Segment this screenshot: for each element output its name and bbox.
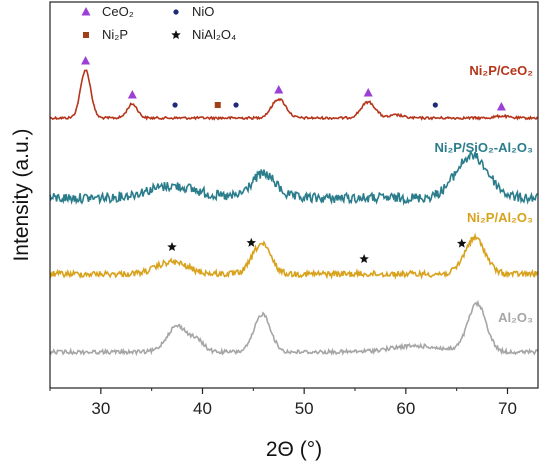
x-tick-label: 50 xyxy=(295,399,314,418)
peak-marker-circle-icon xyxy=(172,102,178,108)
x-axis: 30 40 50 60 70 xyxy=(49,388,517,418)
peak-marker-triangle-icon xyxy=(127,90,137,99)
peak-marker-circle-icon xyxy=(233,102,239,108)
peak-marker-star-icon xyxy=(359,254,369,264)
series-label: Ni₂P/SiO₂-Al₂O₃ xyxy=(435,140,533,155)
x-tick-label: 70 xyxy=(498,399,517,418)
x-tick-label: 40 xyxy=(193,399,212,418)
peak-marker-triangle-icon xyxy=(274,85,284,94)
series-label: Ni₂P/Al₂O₃ xyxy=(467,210,533,225)
peak-marker-triangle-icon xyxy=(496,102,506,111)
peak-marker-star-icon xyxy=(246,237,257,247)
peak-marker-triangle-icon xyxy=(363,87,373,97)
x-tick-label: 60 xyxy=(396,399,415,418)
plot-frame xyxy=(49,1,539,389)
x-tick-label: 30 xyxy=(91,399,110,418)
peak-marker-square-icon xyxy=(214,102,221,108)
series-group xyxy=(49,69,539,357)
legend-entry-label: Ni₂P xyxy=(102,27,128,42)
legend-star-icon xyxy=(171,30,181,40)
peak-marker-star-icon xyxy=(456,238,467,248)
series-line xyxy=(49,299,539,357)
legend-entry-label: NiO xyxy=(192,4,214,19)
markers-group xyxy=(81,56,506,264)
series-line xyxy=(49,69,539,121)
legend-circle-icon xyxy=(173,9,179,15)
legend: CeO₂ NiO Ni₂P NiAl₂O₄ xyxy=(81,4,236,42)
peak-marker-circle-icon xyxy=(432,102,438,108)
legend-entry-label: NiAl₂O₄ xyxy=(192,27,236,42)
series-label: Ni₂P/CeO₂ xyxy=(469,63,533,78)
series-labels: Ni₂P/CeO₂ Ni₂P/SiO₂-Al₂O₃ Ni₂P/Al₂O₃ Al₂O₃ xyxy=(435,63,534,325)
y-axis-title: Intensity (a.u.) xyxy=(10,128,33,261)
peak-marker-star-icon xyxy=(167,242,177,252)
series-label: Al₂O₃ xyxy=(498,310,533,325)
legend-square-icon xyxy=(83,32,89,38)
legend-triangle-icon xyxy=(81,7,91,16)
x-axis-title: 2Θ (°) xyxy=(266,438,322,461)
series-line xyxy=(49,149,539,206)
legend-entry-label: CeO₂ xyxy=(102,4,134,19)
peak-marker-triangle-icon xyxy=(81,56,91,65)
series-line xyxy=(49,232,539,280)
